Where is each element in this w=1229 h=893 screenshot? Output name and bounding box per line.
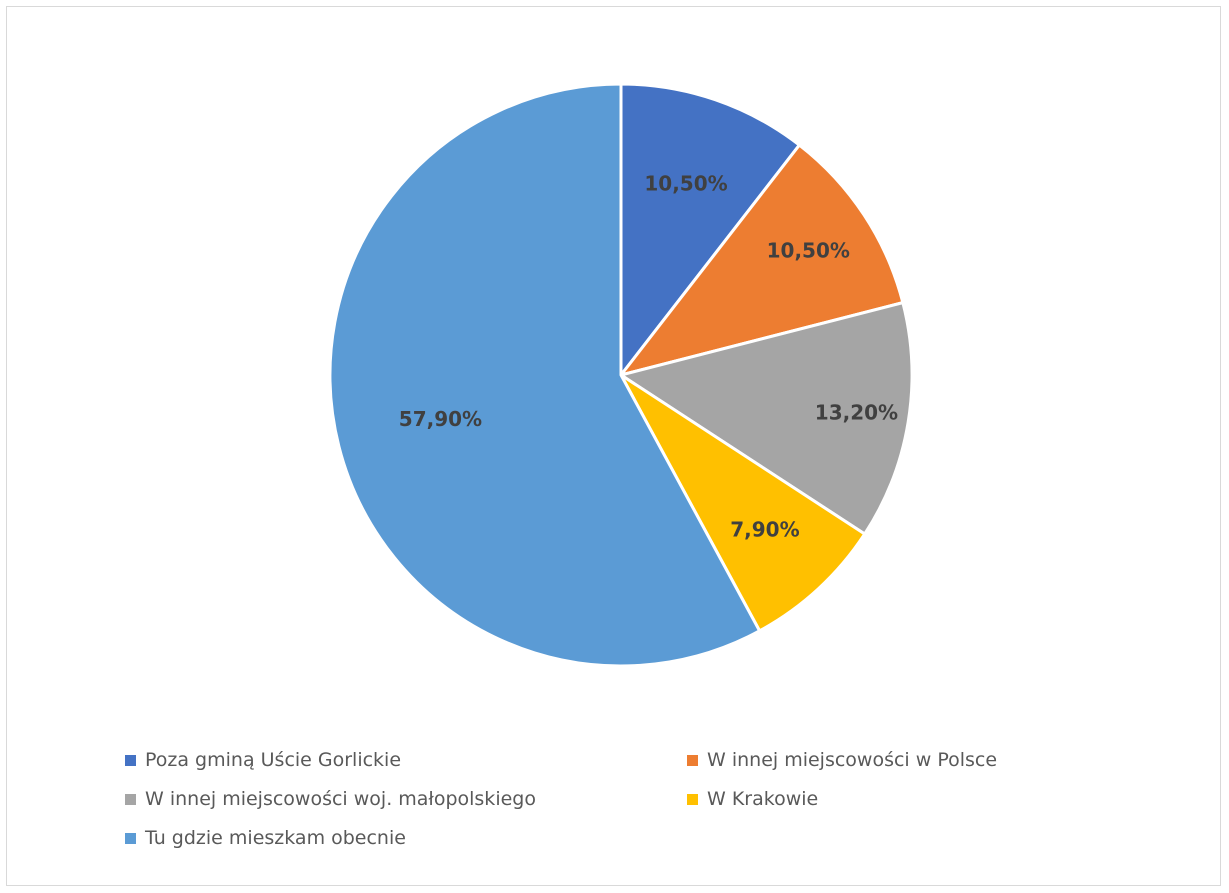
data-label-1: 10,50% xyxy=(644,172,727,196)
legend-label-3: W innej miejscowości woj. małopolskiego xyxy=(145,788,536,810)
legend-label-1: Poza gminą Uście Gorlickie xyxy=(145,749,402,771)
data-label-3: 13,20% xyxy=(815,400,898,424)
legend-item-1: Poza gminą Uście Gorlickie xyxy=(125,747,687,773)
pie-slice-5 xyxy=(328,82,762,668)
data-label-4: 7,90% xyxy=(730,518,799,542)
chart-area: 10,50% 10,50% 13,20% 7,90% 57,90% Poza gminą… xyxy=(6,6,1221,886)
legend-swatch-5 xyxy=(125,832,136,844)
legend-item-5: Tu gdzie mieszkam obecnie xyxy=(125,825,687,851)
legend-label-2: W innej miejscowości w Polsce xyxy=(707,749,998,771)
pie-slice-4 xyxy=(619,373,867,633)
data-label-5: 57,90% xyxy=(399,407,482,431)
legend-item-2: W innej miejscowości w Polsce xyxy=(687,747,1067,773)
legend-item-3: W innej miejscowości woj. małopolskiego xyxy=(125,786,687,812)
pie-slice-2 xyxy=(619,143,905,377)
legend-item-4: W Krakowie xyxy=(687,786,1067,812)
legend: Poza gminą Uście Gorlickie W innej miejsc… xyxy=(125,747,1085,851)
pie-slice-3 xyxy=(619,301,914,536)
legend-swatch-2 xyxy=(687,754,698,766)
pie-chart: 10,50% 10,50% 13,20% 7,90% 57,90% xyxy=(328,82,914,668)
legend-swatch-4 xyxy=(687,793,698,805)
pie-slice-1 xyxy=(619,82,801,377)
legend-label-5: Tu gdzie mieszkam obecnie xyxy=(145,827,406,849)
legend-label-4: W Krakowie xyxy=(707,788,819,810)
data-label-2: 10,50% xyxy=(767,238,850,262)
legend-swatch-1 xyxy=(125,754,136,766)
legend-swatch-3 xyxy=(125,793,136,805)
